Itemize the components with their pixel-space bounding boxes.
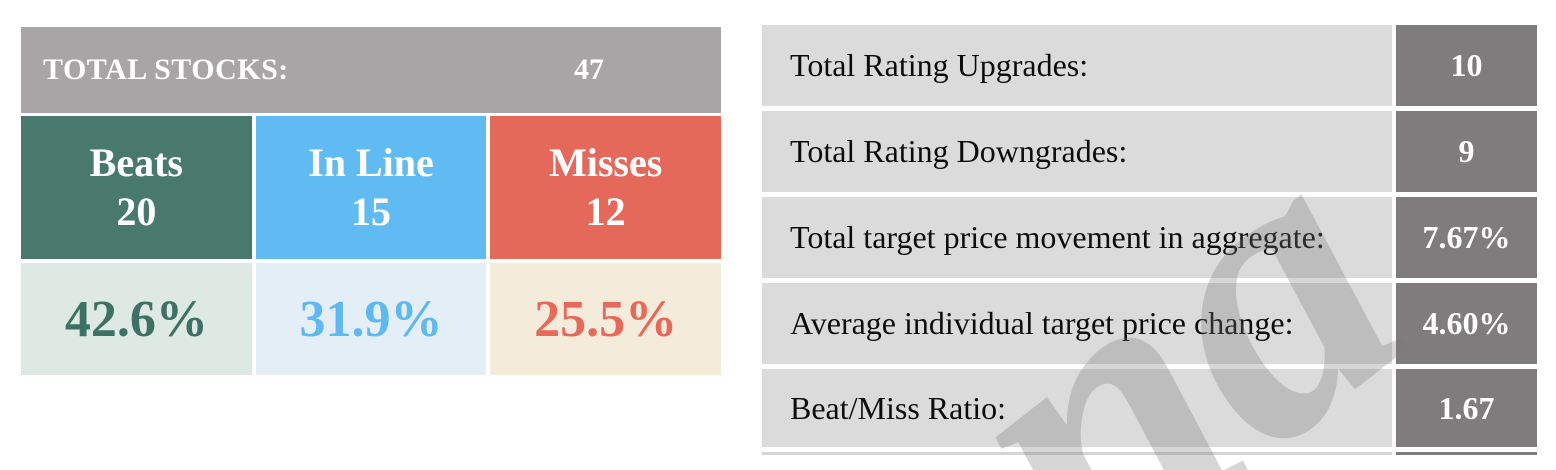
- stats-value: 9: [1396, 111, 1537, 192]
- total-stocks-label: TOTAL STOCKS:: [43, 53, 289, 86]
- category-row: Beats 20 In Line 15 Misses 12: [21, 116, 721, 259]
- stats-value: 1.67: [1396, 369, 1537, 447]
- percent-row: 42.6% 31.9% 25.5%: [21, 263, 721, 375]
- stats-row: Total Rating Upgrades: 10: [762, 25, 1537, 106]
- category-cell-in-line: In Line 15: [255, 116, 487, 259]
- stats-row-partial: [762, 452, 1537, 455]
- stats-label: Total Rating Upgrades:: [762, 25, 1392, 106]
- category-label-misses: Misses: [549, 139, 663, 185]
- summary-table: TOTAL STOCKS: 47 Beats 20 In Line 15 Mis…: [21, 27, 721, 375]
- category-label-in-line: In Line: [308, 139, 434, 185]
- stats-row: Total Rating Downgrades: 9: [762, 111, 1537, 192]
- stats-value: 7.67%: [1396, 197, 1537, 278]
- stats-row: Total target price movement in aggregate…: [762, 197, 1537, 278]
- percent-cell-in-line: 31.9%: [255, 263, 487, 375]
- stats-label: Beat/Miss Ratio:: [762, 369, 1392, 447]
- category-cell-beats: Beats 20: [21, 116, 252, 259]
- total-stocks-value: 47: [574, 53, 604, 86]
- category-label-beats: Beats: [89, 139, 183, 185]
- total-stocks-header: TOTAL STOCKS: 47: [21, 27, 721, 113]
- stats-value: 4.60%: [1396, 283, 1537, 364]
- stats-row: Average individual target price change: …: [762, 283, 1537, 364]
- category-cell-misses: Misses 12: [490, 116, 721, 259]
- stats-value-partial: [1396, 452, 1537, 455]
- percent-cell-misses: 25.5%: [490, 263, 721, 375]
- category-count-in-line: 15: [350, 188, 391, 234]
- stats-table: Total Rating Upgrades: 10 Total Rating D…: [762, 25, 1537, 455]
- stats-label: Total Rating Downgrades:: [762, 111, 1392, 192]
- stats-row: Beat/Miss Ratio: 1.67: [762, 369, 1537, 447]
- stats-value: 10: [1396, 25, 1537, 106]
- stats-label-partial: [762, 452, 1392, 455]
- percent-cell-beats: 42.6%: [21, 263, 252, 375]
- stats-label: Average individual target price change:: [762, 283, 1392, 364]
- stats-label: Total target price movement in aggregate…: [762, 197, 1392, 278]
- category-count-misses: 12: [585, 188, 626, 234]
- category-count-beats: 20: [116, 188, 157, 234]
